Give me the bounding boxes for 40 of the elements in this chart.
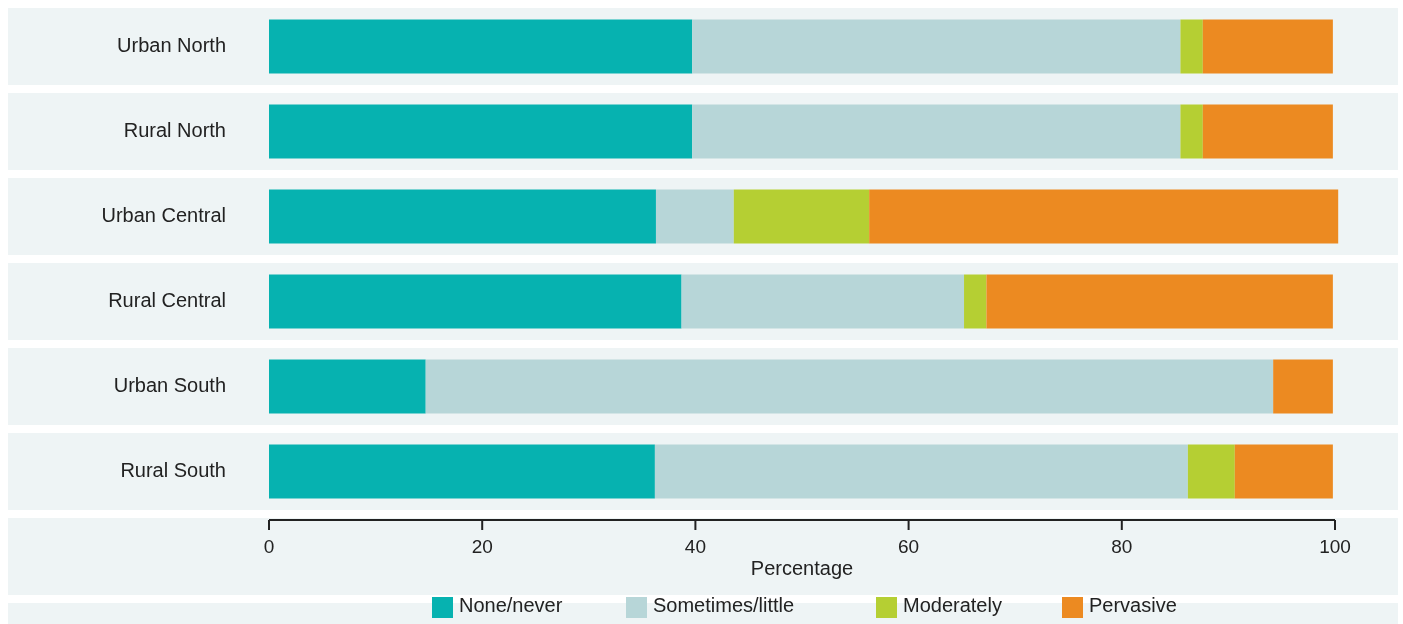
bar <box>692 19 1181 74</box>
y-tick-label: Rural Central <box>108 288 226 311</box>
bar <box>269 274 682 329</box>
bar <box>654 444 1188 499</box>
bar <box>1273 359 1333 414</box>
legend-label: Pervasive <box>1089 594 1177 617</box>
bar <box>269 104 693 159</box>
bar <box>269 189 656 244</box>
x-tick-label: 80 <box>1111 536 1133 557</box>
x-tick-label: 100 <box>1319 536 1351 557</box>
y-tick-label: Urban Central <box>101 203 226 226</box>
x-tick-label: 40 <box>684 536 706 557</box>
x-axis-title: Percentage <box>750 557 854 579</box>
bar <box>1202 19 1333 74</box>
bar <box>986 274 1333 329</box>
y-tick-label: Rural South <box>120 458 226 481</box>
bar <box>964 274 987 329</box>
bar <box>692 104 1181 159</box>
x-tick-label: 60 <box>898 536 920 557</box>
bar <box>733 189 870 244</box>
bar <box>869 189 1339 244</box>
bar <box>269 19 693 74</box>
y-tick-label: Urban South <box>113 373 226 396</box>
bar <box>269 359 426 414</box>
legend-label: None/never <box>459 594 563 617</box>
x-tick-label: 20 <box>471 536 493 557</box>
bar <box>655 189 734 244</box>
bar <box>425 359 1274 414</box>
y-tick-label: Rural North <box>123 118 226 141</box>
y-tick-label: Urban North <box>117 33 226 56</box>
bar <box>269 444 655 499</box>
bar <box>1234 444 1333 499</box>
legend-label: Moderately <box>903 594 1002 617</box>
x-tick-label: 0 <box>263 536 275 557</box>
bar <box>1202 104 1333 159</box>
legend-label: Sometimes/little <box>653 594 795 617</box>
bar <box>1180 104 1203 159</box>
bar <box>681 274 965 329</box>
bar <box>1180 19 1203 74</box>
bar <box>1187 444 1235 499</box>
